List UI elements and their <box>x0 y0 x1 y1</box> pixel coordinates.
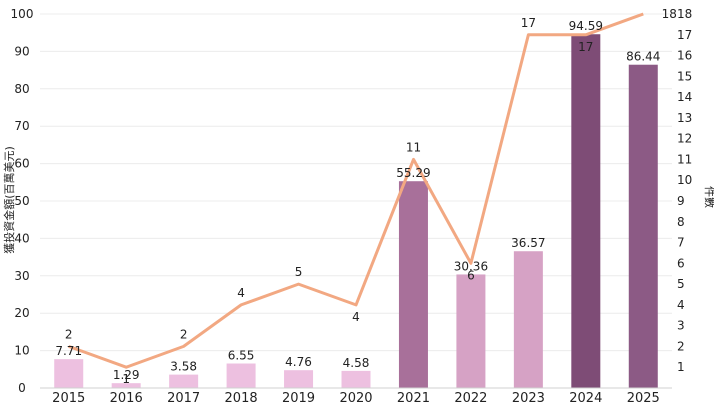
bars <box>54 34 658 388</box>
y-tick-label: 20 <box>14 306 29 320</box>
line-value-label: 17 <box>521 16 536 30</box>
bar-value-label: 94.59 <box>569 19 603 33</box>
y2-tick-label: 14 <box>677 90 692 104</box>
bar <box>571 34 601 388</box>
y2-tick-label: 9 <box>677 194 685 208</box>
y-tick-label: 40 <box>14 231 29 245</box>
y-tick-label: 50 <box>14 194 29 208</box>
y2-axis-title: 件數 <box>703 186 714 208</box>
y2-tick-label: 6 <box>677 256 685 270</box>
y-tick-label: 0 <box>18 381 26 395</box>
y2-tick-label: 2 <box>677 339 685 353</box>
bar <box>513 251 543 388</box>
x-tick-label: 2018 <box>225 391 258 404</box>
y2-tick-label: 7 <box>677 236 685 250</box>
line-value-label: 18 <box>662 7 677 21</box>
y-tick-label: 60 <box>14 157 29 171</box>
line-value-label: 5 <box>295 265 303 279</box>
y-tick-label: 90 <box>14 44 29 58</box>
bar-value-label: 3.58 <box>170 360 197 374</box>
x-tick-label: 2021 <box>397 391 430 404</box>
bar-value-label: 4.76 <box>285 355 312 369</box>
y2-tick-label: 3 <box>677 319 685 333</box>
bar-value-label: 6.55 <box>228 349 255 363</box>
line-value-label: 2 <box>180 327 188 341</box>
bar <box>341 370 371 388</box>
bar-value-label: 7.71 <box>55 344 82 358</box>
y2-tick-label: 18 <box>677 7 692 21</box>
bar <box>284 370 314 388</box>
line-value-labels: 2 1 2 4 5 4 11 6 17 17 18 <box>65 7 677 386</box>
y2-tick-label: 8 <box>677 215 685 229</box>
bar <box>169 374 199 388</box>
bar <box>111 383 141 388</box>
x-tick-label: 2017 <box>167 391 200 404</box>
bar-value-label: 30.36 <box>454 259 488 273</box>
x-tick-label: 2019 <box>282 391 315 404</box>
x-tick-label: 2020 <box>339 391 372 404</box>
bar <box>398 181 428 388</box>
bar <box>628 64 658 388</box>
line-value-label: 4 <box>352 310 360 324</box>
bar <box>54 359 84 388</box>
y-tick-label: 30 <box>14 269 29 283</box>
line-value-label: 6 <box>467 268 475 282</box>
bar-value-label: 1.29 <box>113 368 140 382</box>
left-axis: 0 10 20 30 40 50 60 70 80 90 100 <box>11 7 34 395</box>
y2-tick-label: 10 <box>677 173 692 187</box>
line-value-label: 2 <box>65 327 73 341</box>
y2-tick-label: 5 <box>677 277 685 291</box>
bar-value-label: 36.57 <box>511 236 545 250</box>
y-tick-label: 80 <box>14 82 29 96</box>
x-tick-label: 2022 <box>454 391 487 404</box>
x-tick-label: 2023 <box>512 391 545 404</box>
line-value-label: 4 <box>237 286 245 300</box>
x-axis: 2015 2016 2017 2018 2019 2020 2021 2022 2023 2024… <box>40 387 672 404</box>
gridlines <box>40 13 672 389</box>
y-tick-label: 70 <box>14 119 29 133</box>
x-tick-label: 2015 <box>52 391 85 404</box>
bar-value-label: 4.58 <box>343 356 370 370</box>
y2-tick-label: 12 <box>677 132 692 146</box>
bar <box>456 274 486 388</box>
y-tick-label: 10 <box>14 344 29 358</box>
y2-tick-label: 4 <box>677 298 685 312</box>
y2-tick-label: 13 <box>677 111 692 125</box>
y2-tick-label: 1 <box>677 360 685 374</box>
line-path <box>68 12 644 369</box>
line-value-label: 17 <box>578 40 593 54</box>
line-value-label: 11 <box>406 140 421 154</box>
bar <box>226 363 256 388</box>
line-value-label: 1 <box>122 372 130 386</box>
bar-value-label: 55.29 <box>396 166 430 180</box>
count-line <box>68 12 644 369</box>
x-tick-label: 2016 <box>110 391 143 404</box>
x-tick-label: 2024 <box>569 391 602 404</box>
bar-value-labels: 7.71 1.29 3.58 6.55 4.76 4.58 55.29 30.36 36.57 9… <box>55 19 660 382</box>
y2-tick-label: 16 <box>677 49 692 63</box>
y2-tick-label: 17 <box>677 28 692 42</box>
y2-tick-label: 11 <box>677 152 692 166</box>
y-axis-title: 獲投資金額(百萬美元) <box>2 146 16 254</box>
x-tick-label: 2025 <box>627 391 660 404</box>
y-tick-label: 100 <box>11 7 34 21</box>
bar-value-label: 86.44 <box>626 50 660 64</box>
y2-tick-label: 15 <box>677 69 692 83</box>
